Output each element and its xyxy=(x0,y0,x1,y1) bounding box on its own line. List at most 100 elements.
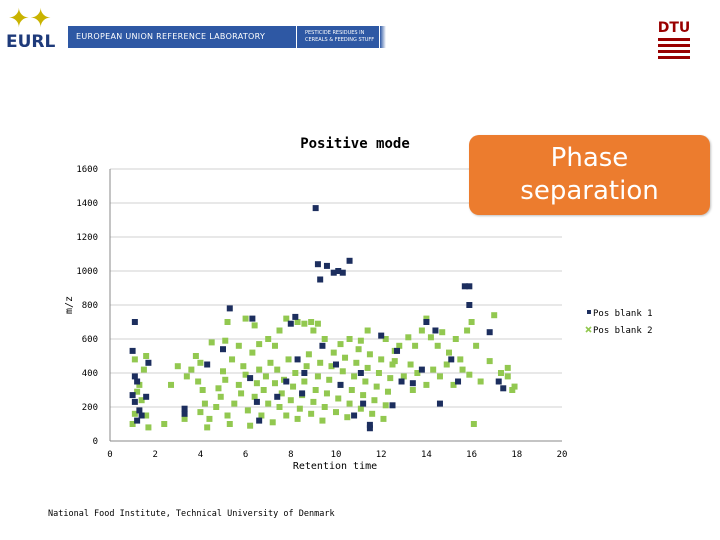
data-point xyxy=(204,424,211,431)
data-point xyxy=(294,415,301,422)
data-point xyxy=(394,347,401,354)
data-point xyxy=(222,337,229,344)
data-point xyxy=(285,356,292,363)
x-tick-label: 16 xyxy=(466,450,477,460)
data-point xyxy=(305,351,312,358)
data-point xyxy=(197,409,204,416)
data-point xyxy=(220,368,226,375)
data-point xyxy=(319,417,326,424)
data-point xyxy=(131,410,138,417)
data-point xyxy=(477,378,484,385)
data-point xyxy=(364,364,371,371)
data-point xyxy=(294,319,301,325)
data-point xyxy=(134,388,141,395)
data-point xyxy=(405,334,412,341)
data-point xyxy=(294,356,301,363)
data-point xyxy=(409,387,416,393)
data-point xyxy=(256,341,263,348)
data-point xyxy=(491,312,498,319)
data-point xyxy=(389,361,396,368)
y-tick-label: 1600 xyxy=(76,165,98,175)
data-point xyxy=(283,378,290,385)
data-point xyxy=(183,373,190,380)
data-point xyxy=(382,402,389,409)
data-point xyxy=(134,378,141,385)
data-point xyxy=(314,261,321,268)
data-point xyxy=(342,354,349,361)
data-point xyxy=(140,366,147,373)
y-tick-label: 1400 xyxy=(76,199,98,209)
data-point xyxy=(423,319,430,325)
data-point xyxy=(466,371,473,378)
data-point xyxy=(459,366,466,373)
data-point xyxy=(192,353,199,359)
data-point xyxy=(391,358,398,365)
data-point xyxy=(473,342,480,349)
data-point xyxy=(432,327,439,334)
data-point xyxy=(253,398,260,405)
dtu-logo-text: DTU xyxy=(657,20,691,36)
x-tick-label: 6 xyxy=(243,450,248,460)
eurl-logo: ✦✦ EURL xyxy=(4,6,68,54)
y-tick-label: 1000 xyxy=(76,267,98,277)
data-point xyxy=(333,361,339,368)
data-point xyxy=(301,370,308,376)
data-point xyxy=(292,313,299,320)
data-point xyxy=(215,385,222,392)
data-point xyxy=(317,276,324,283)
data-point xyxy=(504,373,511,380)
data-point xyxy=(168,381,175,388)
data-point xyxy=(131,356,138,363)
data-point xyxy=(310,398,317,405)
data-point xyxy=(242,315,249,322)
legend-marker-pos-blank-2 xyxy=(585,326,592,333)
data-point xyxy=(466,302,473,308)
data-point xyxy=(256,417,263,424)
data-point xyxy=(380,415,387,422)
y-tick-label: 600 xyxy=(82,335,98,345)
data-point xyxy=(346,257,353,264)
data-point xyxy=(138,397,145,404)
data-point xyxy=(414,370,421,376)
data-point xyxy=(348,387,355,393)
data-point xyxy=(364,327,371,334)
data-point xyxy=(357,405,364,412)
data-point xyxy=(251,393,258,400)
y-tick-labels: 0 200 400 600 800 1000 1200 1400 1600 xyxy=(76,165,98,447)
y-tick-label: 1200 xyxy=(76,233,98,243)
data-point xyxy=(455,378,462,385)
data-point xyxy=(346,336,353,342)
data-point xyxy=(131,373,138,380)
chart-title: Positive mode xyxy=(300,136,410,152)
data-point xyxy=(256,366,263,373)
dtu-logo: DTU xyxy=(656,20,692,66)
data-point xyxy=(398,378,405,385)
data-point xyxy=(400,373,407,380)
data-point xyxy=(131,319,138,325)
data-point xyxy=(204,361,211,368)
data-point xyxy=(278,390,285,397)
data-point xyxy=(412,342,419,349)
data-point xyxy=(197,359,204,366)
data-point xyxy=(174,363,181,370)
data-point xyxy=(418,327,425,334)
data-point xyxy=(265,336,272,342)
data-point xyxy=(201,400,208,407)
x-tick-label: 20 xyxy=(557,450,568,460)
legend: Pos blank 1 Pos blank 2 xyxy=(585,309,653,336)
series-pos-blank-2 xyxy=(129,312,518,431)
y-axis-label: m/z xyxy=(64,296,75,314)
data-point xyxy=(321,404,328,410)
data-point xyxy=(446,349,452,356)
data-point xyxy=(511,383,518,390)
data-point xyxy=(129,347,136,354)
legend-label-pos-blank-2: Pos blank 2 xyxy=(593,326,653,336)
data-point xyxy=(335,268,342,274)
banner-subtitle: PESTICIDE RESIDUES IN CEREALS & FEEDING … xyxy=(297,26,379,48)
data-point xyxy=(244,407,251,414)
data-point xyxy=(206,415,213,422)
data-point xyxy=(296,405,303,412)
x-tick-labels: 0 2 4 6 8 10 12 14 16 18 20 xyxy=(107,450,567,460)
data-point xyxy=(195,378,202,385)
